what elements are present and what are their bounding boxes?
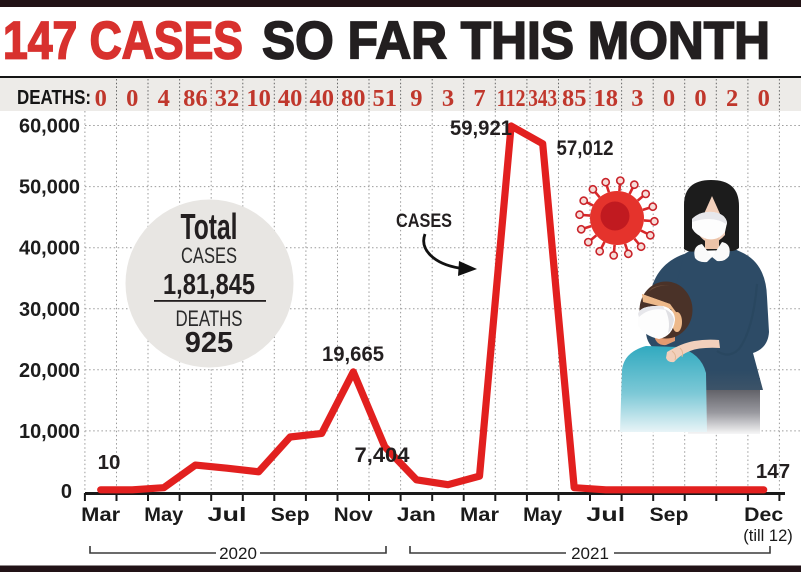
svg-text:0: 0 [758, 85, 770, 112]
svg-text:85: 85 [562, 85, 587, 112]
svg-text:343: 343 [528, 85, 557, 112]
svg-text:19,665: 19,665 [322, 342, 384, 366]
svg-text:18: 18 [594, 85, 619, 112]
svg-text:80: 80 [341, 85, 366, 112]
svg-text:3: 3 [631, 85, 643, 112]
svg-text:10,000: 10,000 [19, 421, 80, 443]
svg-text:0: 0 [126, 85, 138, 112]
svg-text:925: 925 [185, 327, 233, 359]
svg-text:40: 40 [278, 85, 303, 112]
svg-text:2: 2 [726, 85, 738, 112]
svg-text:1,81,845: 1,81,845 [163, 269, 255, 301]
svg-text:0: 0 [694, 85, 706, 112]
svg-text:57,012: 57,012 [557, 136, 614, 160]
svg-text:CASES: CASES [181, 243, 237, 268]
svg-text:0: 0 [663, 85, 675, 112]
svg-text:2020: 2020 [219, 544, 257, 563]
svg-text:May: May [144, 505, 183, 526]
svg-text:3: 3 [442, 85, 454, 112]
svg-text:60,000: 60,000 [19, 116, 80, 138]
svg-text:32: 32 [215, 85, 240, 112]
svg-text:Mar: Mar [460, 505, 500, 526]
svg-text:Sep: Sep [271, 505, 310, 526]
svg-text:86: 86 [183, 85, 208, 112]
svg-text:51: 51 [373, 85, 398, 112]
svg-text:10: 10 [98, 451, 121, 474]
svg-text:(till 12): (till 12) [743, 527, 793, 545]
svg-text:147: 147 [756, 460, 790, 483]
svg-text:DEATHS: DEATHS [176, 306, 243, 331]
svg-text:147 CASES: 147 CASES [3, 12, 243, 71]
svg-text:CASES: CASES [396, 211, 452, 232]
svg-text:SO FAR THIS MONTH: SO FAR THIS MONTH [262, 12, 770, 71]
svg-text:Jan: Jan [397, 505, 436, 526]
svg-text:0: 0 [61, 481, 72, 503]
svg-text:10: 10 [246, 85, 271, 112]
svg-text:7,404: 7,404 [355, 443, 410, 467]
svg-text:30,000: 30,000 [19, 299, 80, 321]
svg-text:Mar: Mar [81, 505, 121, 526]
svg-text:Jul: Jul [586, 505, 625, 526]
svg-text:Jul: Jul [208, 505, 247, 526]
svg-text:DEATHS:: DEATHS: [17, 86, 91, 109]
svg-text:40,000: 40,000 [19, 238, 80, 260]
svg-text:50,000: 50,000 [19, 177, 80, 199]
svg-text:59,921: 59,921 [450, 116, 512, 140]
svg-text:7: 7 [473, 85, 485, 112]
svg-text:Total: Total [181, 206, 238, 247]
svg-text:Sep: Sep [650, 505, 689, 526]
svg-text:May: May [523, 505, 562, 526]
svg-text:0: 0 [95, 85, 107, 112]
svg-text:40: 40 [309, 85, 334, 112]
svg-text:Nov: Nov [334, 505, 373, 526]
svg-text:2021: 2021 [571, 544, 609, 563]
svg-text:9: 9 [410, 85, 422, 112]
svg-text:4: 4 [158, 85, 170, 112]
svg-text:112: 112 [497, 85, 526, 112]
svg-text:Dec: Dec [744, 505, 783, 526]
svg-text:20,000: 20,000 [19, 360, 80, 382]
